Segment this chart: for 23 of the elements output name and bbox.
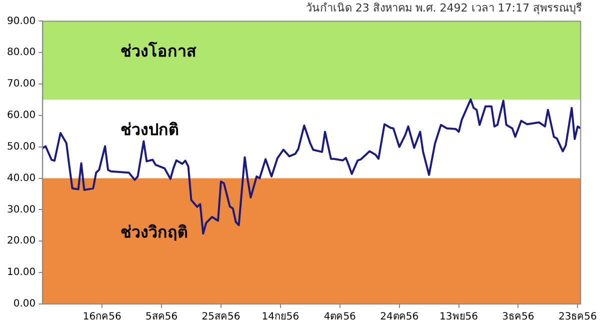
y-tick-label: 0.00 — [13, 298, 36, 310]
x-tick-label: 13พย56 — [440, 312, 478, 323]
chart-title: วันกำเนิด 23 สิงหาคม พ.ศ. 2492 เวลา 17:17 สุพรรณบุรี — [306, 1, 582, 14]
y-tick-label: 20.00 — [6, 236, 36, 247]
x-tick-label: 23ธค56 — [558, 312, 597, 323]
x-tick-label: 5สค56 — [145, 312, 178, 323]
y-tick-label: 30.00 — [6, 204, 36, 216]
band-label: ช่วงโอกาส — [120, 40, 197, 61]
y-tick-label: 10.00 — [6, 267, 36, 278]
y-tick-label: 40.00 — [6, 172, 36, 184]
band-label: ช่วงปกติ — [120, 120, 179, 140]
x-tick-label: 16กค56 — [82, 312, 122, 323]
y-tick-label: 60.00 — [6, 110, 36, 122]
x-tick-label: 4ตค56 — [324, 312, 356, 323]
x-tick-label: 25สค56 — [202, 312, 240, 323]
y-tick-label: 90.00 — [6, 16, 36, 27]
x-tick-label: 3ธค56 — [502, 312, 534, 323]
band-label: ช่วงวิกฤติ — [120, 222, 188, 242]
x-tick-label: 14กย56 — [262, 312, 300, 323]
y-tick-label: 70.00 — [6, 78, 36, 90]
x-tick-label: 24ตค56 — [380, 312, 419, 323]
y-tick-label: 50.00 — [6, 141, 36, 152]
y-tick-label: 80.00 — [6, 47, 36, 58]
